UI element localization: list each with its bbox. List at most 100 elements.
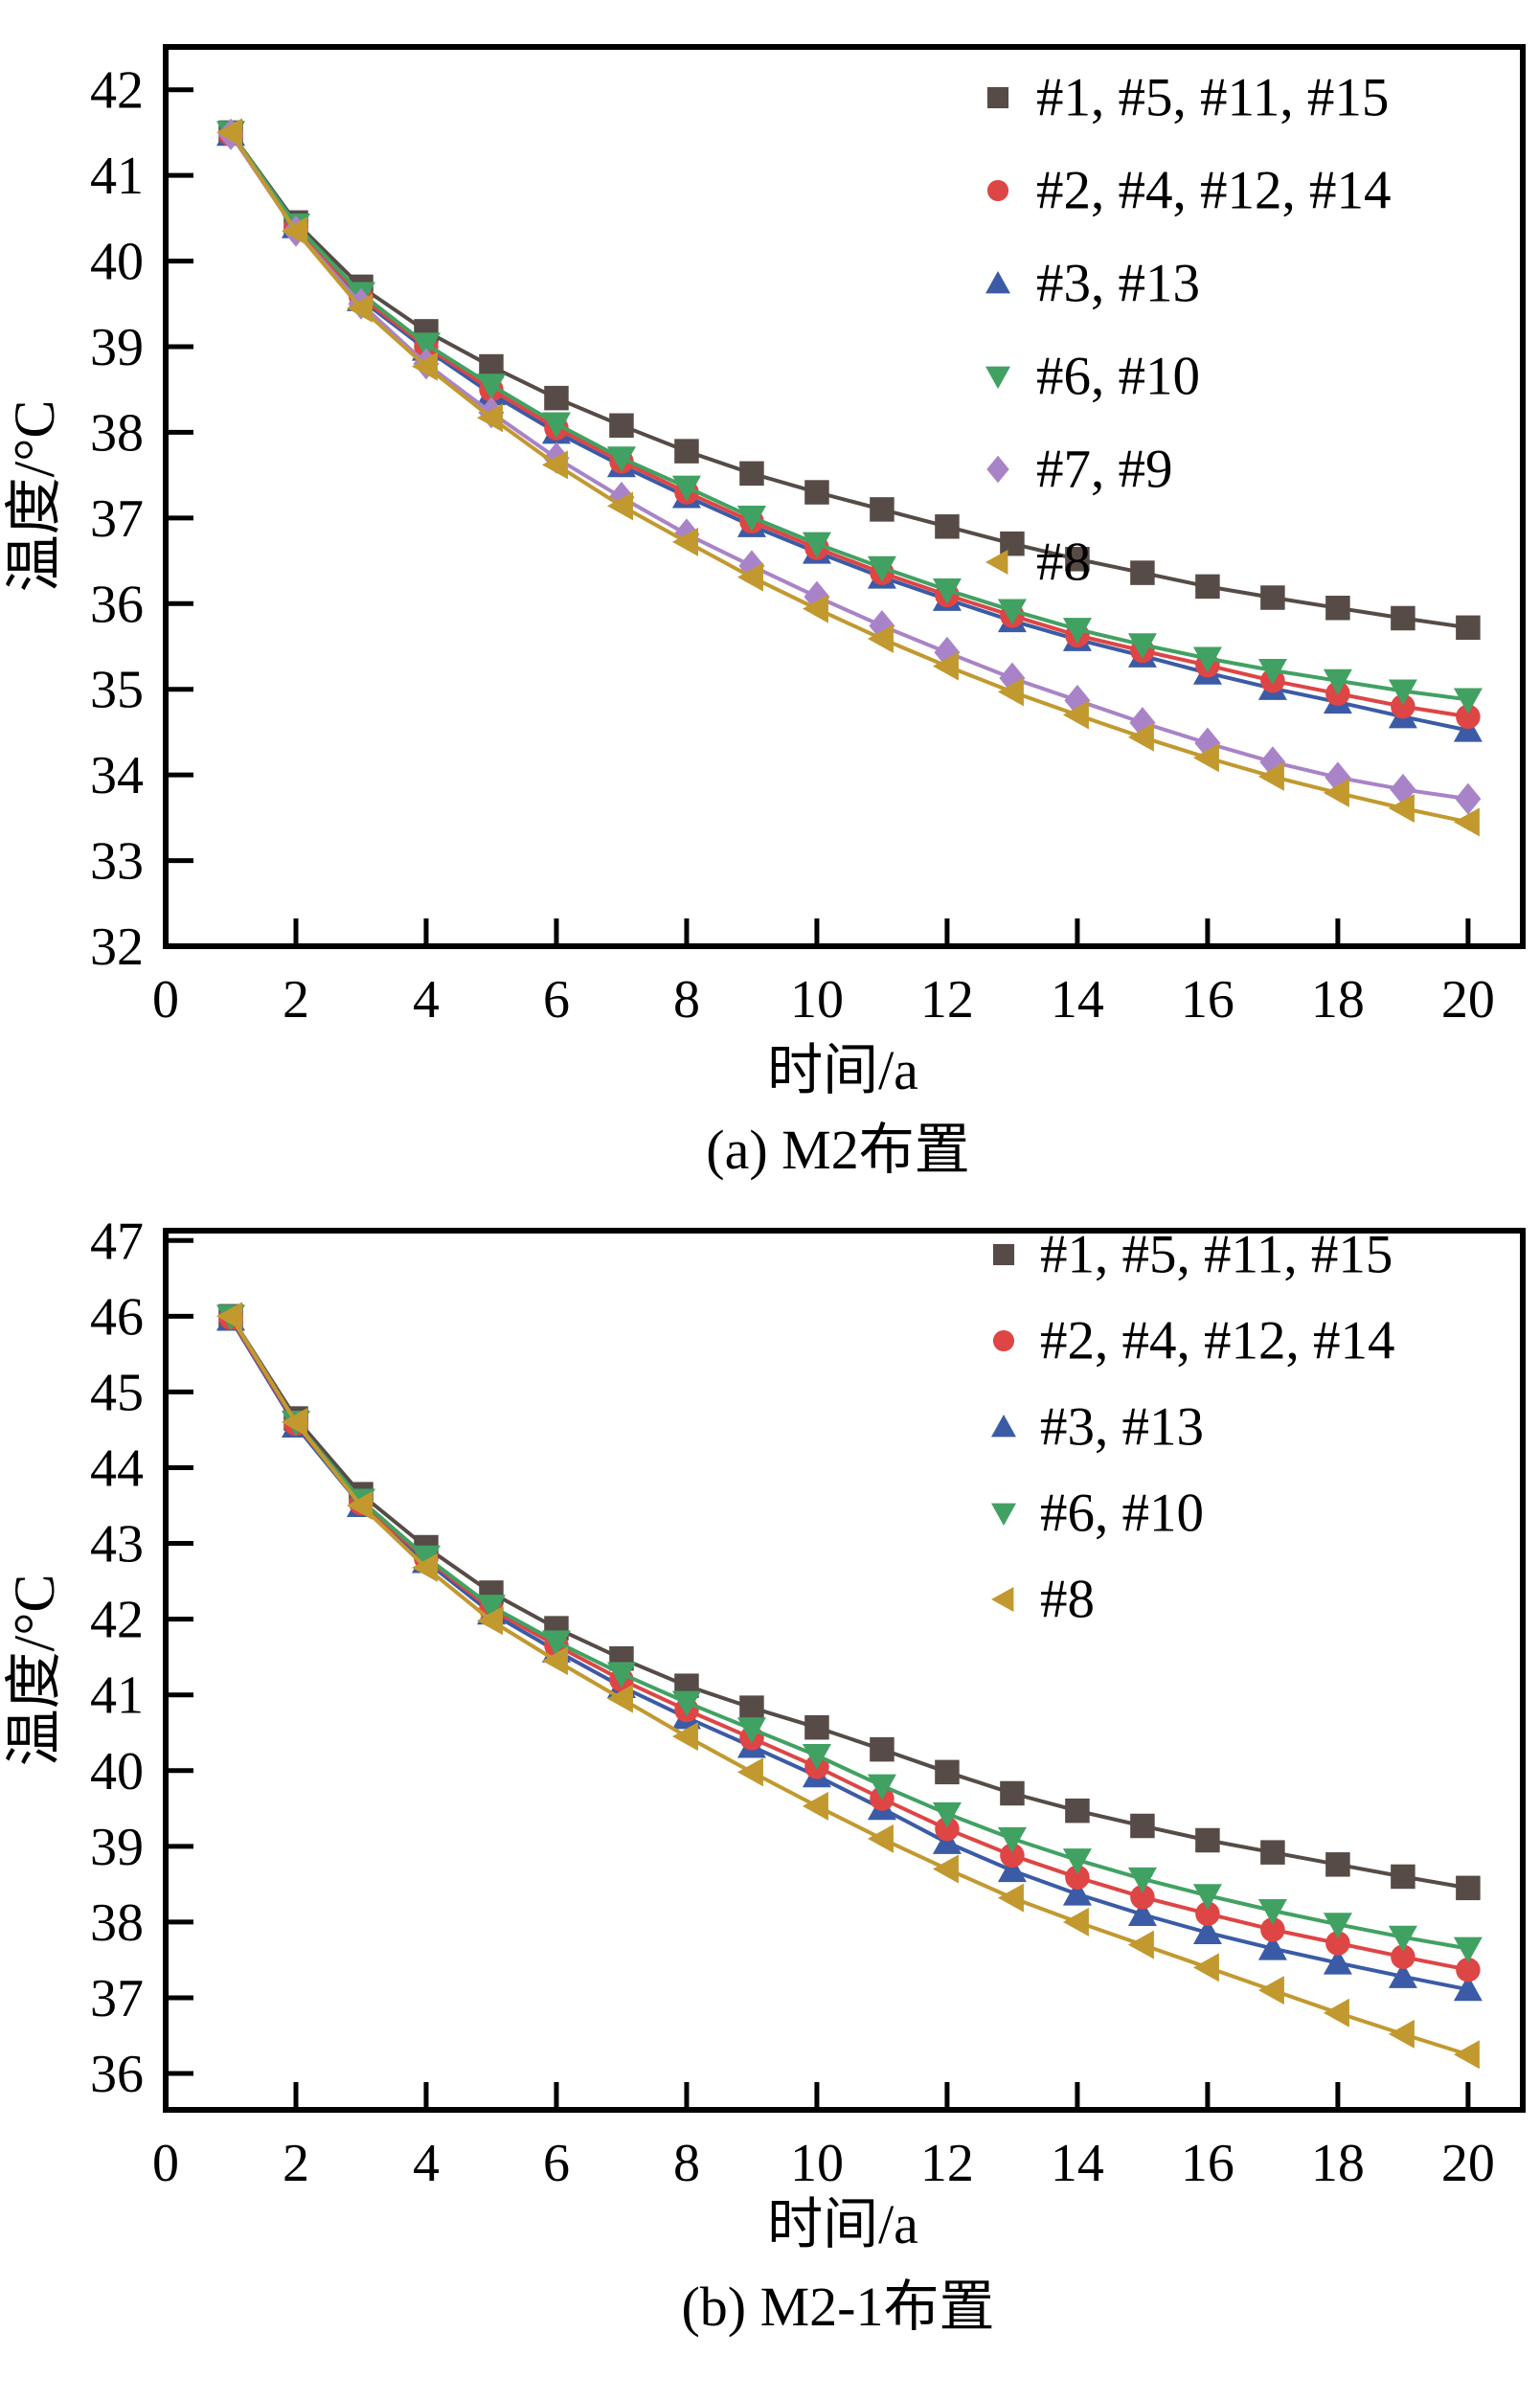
y-axis-tick-label: 44 [90, 1438, 144, 1498]
x-axis-tick-label: 10 [790, 970, 844, 1030]
series-marker-4 [802, 1791, 828, 1821]
series-marker-3 [997, 1826, 1027, 1853]
series-marker-3 [411, 332, 441, 359]
legend-label-4: #7, #9 [1036, 440, 1173, 500]
chart-b-y-axis-label: 温度/°C [3, 1574, 66, 1767]
series-marker-3 [1453, 1937, 1483, 1963]
series-marker-3 [1192, 646, 1222, 673]
series-marker-4 [411, 1552, 438, 1582]
legend-label-5: #8 [1036, 532, 1091, 593]
series-line-5 [229, 131, 1469, 825]
chart-a-title: (a) M2布置 [706, 1119, 970, 1181]
chart-a-plot: 32 33 34 35 36 37 38 39 40 41 42 0 2 4 6 8 10 12 14 16 18 20 #… [90, 44, 1526, 1030]
legend-label-3: #6, #10 [1040, 1484, 1204, 1544]
plot-border [163, 1228, 1526, 2113]
series-marker-4 [1257, 1976, 1284, 2005]
legend-marker-3 [985, 366, 1010, 389]
series-marker-3 [1062, 618, 1092, 645]
series-marker-3 [867, 1774, 896, 1801]
series-marker-4 [932, 1854, 959, 1884]
chart-a-y-axis-label: 温度/°C [3, 399, 66, 593]
legend-label-3: #6, #10 [1036, 347, 1200, 407]
series-marker-2 [1192, 1917, 1222, 1944]
series-marker-1 [1000, 1843, 1025, 1869]
series-marker-3 [802, 1743, 831, 1770]
series-marker-5 [736, 562, 763, 592]
chart-b-x-axis-label: 时间/a [767, 2193, 918, 2255]
y-axis-tick-label: 35 [90, 661, 144, 720]
series-marker-3 [1388, 679, 1417, 706]
x-axis-tick-label: 4 [413, 970, 440, 1030]
series-marker-0 [1456, 1875, 1481, 1901]
series-marker-1 [1065, 1865, 1090, 1891]
series-marker-5 [346, 293, 373, 323]
legend-marker-2 [985, 271, 1010, 294]
series-marker-1 [1260, 1917, 1285, 1942]
series-marker-3 [606, 1662, 636, 1688]
series-marker-2 [1062, 1879, 1092, 1906]
series-marker-2 [1453, 1975, 1483, 2002]
y-axis-tick-label: 39 [90, 318, 144, 377]
series-marker-3 [1127, 1867, 1157, 1893]
legend-marker-4 [991, 1587, 1014, 1612]
series-marker-2 [1257, 1934, 1287, 1960]
series-marker-2 [1453, 715, 1483, 742]
x-axis-tick-label: 2 [283, 970, 309, 1030]
series-marker-4 [997, 1883, 1024, 1913]
legend-label-4: #8 [1040, 1570, 1095, 1630]
series-marker-5 [1062, 700, 1089, 730]
series-line-1 [229, 133, 1469, 719]
series-marker-3 [541, 412, 571, 439]
y-axis-tick-label: 41 [90, 147, 144, 206]
series-marker-0 [1000, 1780, 1025, 1806]
series-marker-3 [411, 1545, 441, 1572]
x-axis-tick-label: 18 [1311, 2134, 1365, 2193]
x-axis-tick-label: 16 [1181, 970, 1234, 1030]
x-axis-tick-label: 14 [1051, 970, 1104, 1030]
series-marker-3 [932, 578, 962, 604]
x-axis-tick-label: 0 [152, 2134, 179, 2193]
series-marker-0 [870, 1736, 895, 1762]
series-line-1 [229, 1316, 1469, 1972]
series-marker-4 [215, 1302, 242, 1331]
series-marker-0 [1130, 1813, 1155, 1839]
x-axis-tick-label: 8 [673, 970, 700, 1030]
series-marker-5 [541, 450, 568, 480]
y-axis-tick-label: 33 [90, 832, 144, 892]
y-axis-tick-label: 32 [90, 917, 144, 977]
legend-marker-3 [991, 1503, 1016, 1526]
series-marker-3 [671, 475, 701, 502]
series-marker-4 [476, 1606, 503, 1636]
series-marker-5 [802, 594, 828, 623]
series-line-2 [229, 1318, 1469, 1992]
chart-b-title: (b) M2-1布置 [681, 2276, 995, 2338]
series-marker-4 [1453, 2040, 1480, 2070]
series-marker-3 [1388, 1925, 1417, 1952]
x-axis-tick-label: 10 [790, 2134, 844, 2193]
legend-marker-1 [986, 179, 1009, 202]
x-axis-tick-label: 4 [413, 2134, 440, 2193]
series-marker-4 [1062, 1907, 1089, 1937]
series-marker-3 [932, 1801, 962, 1828]
series-marker-3 [867, 555, 896, 582]
y-axis-tick-label: 41 [90, 1666, 144, 1726]
series-marker-1 [1391, 1944, 1415, 1970]
series-marker-0 [1260, 1840, 1285, 1865]
y-axis-tick-label: 40 [90, 233, 144, 292]
series-marker-5 [867, 623, 894, 653]
series-marker-1 [1325, 1931, 1350, 1956]
series-marker-5 [1192, 743, 1219, 773]
series-marker-5 [997, 677, 1024, 707]
series-marker-3 [671, 1690, 701, 1717]
series-marker-0 [1195, 1827, 1220, 1853]
series-marker-0 [935, 1759, 960, 1785]
x-axis-tick-label: 8 [673, 2134, 700, 2193]
legend-marker-1 [992, 1329, 1015, 1352]
series-marker-5 [671, 527, 698, 556]
series-marker-3 [1192, 1884, 1222, 1911]
series-marker-3 [802, 532, 831, 558]
series-marker-1 [935, 1816, 960, 1842]
series-marker-0 [870, 497, 895, 522]
series-marker-4 [1388, 2019, 1415, 2049]
